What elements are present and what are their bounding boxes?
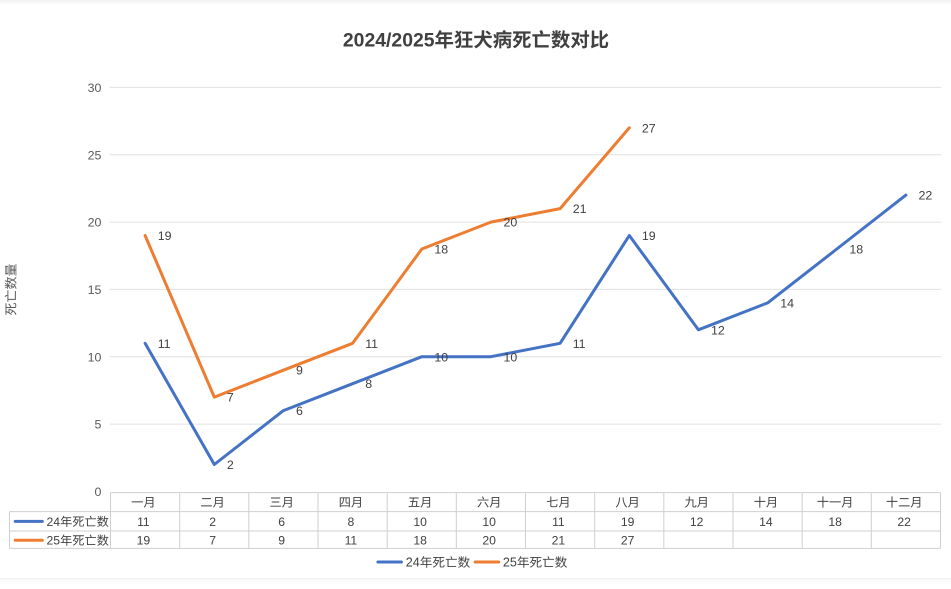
svg-text:10: 10 [413, 515, 427, 529]
svg-text:24: 24 [47, 515, 61, 529]
svg-text:6: 6 [296, 404, 303, 418]
svg-text:2: 2 [227, 458, 234, 472]
svg-text:20: 20 [482, 534, 496, 548]
svg-text:25: 25 [503, 556, 517, 570]
svg-text:14: 14 [759, 515, 773, 529]
svg-text:21: 21 [573, 202, 587, 216]
svg-text:22: 22 [919, 189, 933, 203]
svg-text:11: 11 [137, 515, 150, 529]
svg-text:9: 9 [296, 364, 303, 378]
svg-text:11: 11 [365, 337, 378, 351]
svg-text:24: 24 [406, 556, 420, 570]
svg-text:18: 18 [413, 534, 427, 548]
svg-text:12: 12 [690, 515, 704, 529]
svg-text:11: 11 [345, 534, 358, 548]
svg-text:25: 25 [47, 534, 61, 548]
svg-text:18: 18 [849, 243, 863, 257]
svg-text:30: 30 [88, 81, 102, 95]
svg-text:19: 19 [137, 534, 151, 548]
svg-text:2: 2 [209, 515, 216, 529]
svg-text:22: 22 [897, 515, 911, 529]
svg-text:25: 25 [88, 148, 102, 162]
svg-text:6: 6 [278, 515, 285, 529]
svg-text:7: 7 [227, 391, 234, 405]
svg-text:2024/2025: 2024/2025 [343, 29, 435, 51]
svg-text:11: 11 [158, 337, 171, 351]
svg-text:10: 10 [504, 350, 518, 364]
svg-text:15: 15 [88, 283, 102, 297]
svg-text:11: 11 [573, 337, 586, 351]
svg-text:19: 19 [621, 515, 635, 529]
svg-text:10: 10 [88, 350, 102, 364]
svg-text:10: 10 [434, 350, 448, 364]
svg-text:11: 11 [552, 515, 565, 529]
svg-text:7: 7 [209, 534, 216, 548]
svg-text:18: 18 [828, 515, 842, 529]
svg-text:5: 5 [94, 418, 101, 432]
svg-text:27: 27 [621, 534, 635, 548]
svg-text:19: 19 [642, 229, 656, 243]
svg-text:18: 18 [434, 243, 448, 257]
svg-text:0: 0 [94, 485, 101, 499]
svg-text:8: 8 [365, 377, 372, 391]
svg-text:19: 19 [158, 229, 172, 243]
svg-text:27: 27 [642, 121, 656, 135]
svg-text:14: 14 [780, 296, 794, 310]
svg-text:10: 10 [482, 515, 496, 529]
svg-text:21: 21 [552, 534, 566, 548]
svg-text:9: 9 [278, 534, 285, 548]
svg-text:8: 8 [348, 515, 355, 529]
svg-text:20: 20 [504, 216, 518, 230]
svg-text:20: 20 [88, 216, 102, 230]
svg-text:12: 12 [711, 323, 725, 337]
